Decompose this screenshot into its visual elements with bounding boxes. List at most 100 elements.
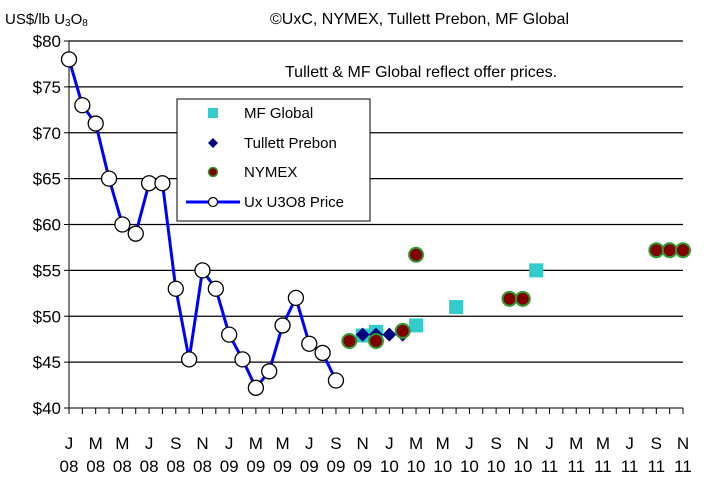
x-tick-labels: J08M08M08J08S08N08J09M09M09J09S09N09J10M… (60, 434, 692, 476)
nymex-point (394, 322, 411, 339)
ux-price-point (327, 372, 345, 389)
ux-price-point (287, 289, 305, 307)
y-tick-label: $55 (33, 261, 61, 280)
y-axis-unit-label: US$/lb U3O8 (5, 11, 88, 29)
x-tick-month: M (89, 434, 103, 453)
y-tick-label: $40 (33, 399, 61, 418)
nymex-point (675, 242, 691, 259)
x-tick-year: 08 (113, 457, 132, 476)
y-tick-label: $65 (33, 170, 61, 189)
x-tick-month: J (225, 434, 234, 453)
x-tick-year: 08 (60, 457, 79, 476)
legend-entry: NYMEX (207, 164, 297, 181)
x-tick-label: J 10 (380, 434, 399, 476)
x-tick-year: 10 (460, 457, 479, 476)
x-tick-label: M 09 (273, 434, 292, 476)
x-tick-month: M (275, 434, 289, 453)
x-tick-month: J (65, 434, 74, 453)
x-tick-label: N 09 (353, 434, 372, 476)
legend-label: Ux U3O8 Price (244, 194, 344, 211)
nymex-point (514, 290, 531, 307)
legend-swatch-nymex (207, 166, 219, 178)
x-tick-label: J 11 (541, 434, 559, 476)
x-tick-month: J (545, 434, 554, 453)
x-tick-year: 09 (273, 457, 292, 476)
x-tick-year: 11 (567, 457, 585, 476)
x-tick-label: M 08 (113, 434, 132, 476)
legend-entry: Ux U3O8 Price (186, 194, 344, 211)
ux-price-point (247, 379, 265, 396)
x-tick-label: M 10 (433, 434, 452, 476)
ux-price-point (127, 225, 144, 242)
mf-global-point (529, 263, 544, 278)
x-tick-label: M 10 (407, 434, 426, 476)
legend-swatch-tullett-prebon (208, 138, 218, 148)
x-tick-month: S (651, 434, 662, 453)
nymex-point (408, 246, 425, 263)
nymex-point (648, 242, 665, 259)
x-tick-month: N (357, 434, 369, 453)
x-tick-label: J 08 (140, 434, 159, 476)
ux-price-point (194, 262, 211, 279)
x-tick-label: J 11 (621, 434, 639, 476)
x-tick-year: 08 (86, 457, 105, 476)
x-tick-year: 09 (326, 457, 345, 476)
x-tick-year: 10 (407, 457, 426, 476)
x-tick-month: J (385, 434, 394, 453)
x-tick-label: N 10 (513, 434, 532, 476)
y-tick-label: $70 (33, 124, 61, 143)
x-tick-month: N (677, 434, 689, 453)
ux-price-point (180, 351, 198, 368)
x-tick-year: 08 (166, 457, 185, 476)
plot-area (60, 51, 691, 396)
legend-entry: MF Global (208, 105, 313, 122)
gridlines (69, 40, 683, 363)
x-tick-year: 10 (433, 457, 452, 476)
x-tick-label: S 08 (166, 434, 185, 476)
x-tick-month: M (115, 434, 129, 453)
x-tick-label: S 11 (647, 434, 665, 476)
x-tick-month: N (517, 434, 529, 453)
ux-price-point (74, 97, 91, 114)
x-tick-year: 11 (621, 457, 639, 476)
nymex-point (661, 242, 678, 259)
x-tick-month: J (465, 434, 474, 453)
ux-price-point (154, 175, 171, 192)
x-tick-year: 09 (353, 457, 372, 476)
annotation-box (278, 56, 688, 86)
ux-price-point (274, 317, 291, 334)
legend-swatch-mf-global (208, 108, 218, 118)
x-tick-year: 08 (193, 457, 212, 476)
ux-price-point (207, 280, 224, 297)
ux-price-point (100, 170, 118, 187)
x-tick-year: 11 (594, 457, 612, 476)
x-tick-year: 09 (300, 457, 319, 476)
legend-swatch-ux-marker (207, 196, 219, 208)
legend-entry: Tullett Prebon (208, 135, 337, 152)
nymex-point (501, 290, 518, 307)
y-tick-label: $80 (33, 32, 61, 51)
x-tick-month: S (330, 434, 341, 453)
x-tick-label: J 08 (60, 434, 79, 476)
x-tick-label: J 09 (300, 434, 319, 476)
x-tick-month: N (196, 434, 208, 453)
y-tick-labels: $40 $45 $50 $55 $60 $65 $70 $75 $80 (33, 32, 61, 418)
x-tick-label: N 11 (674, 434, 692, 476)
x-tick-month: M (249, 434, 263, 453)
x-tick-label: S 10 (487, 434, 506, 476)
x-tick-month: J (145, 434, 154, 453)
x-tick-label: J 09 (220, 434, 239, 476)
x-tick-year: 11 (674, 457, 692, 476)
axes (64, 40, 684, 414)
legend: MF Global Tullett Prebon NYMEX Ux U3O8 Pric… (176, 98, 371, 222)
x-tick-label: S 09 (326, 434, 345, 476)
x-tick-month: M (436, 434, 450, 453)
x-tick-year: 10 (380, 457, 399, 476)
ux-price-point (221, 326, 238, 343)
x-tick-month: J (625, 434, 634, 453)
mf-global-point (449, 300, 464, 315)
ux-price-point (301, 335, 318, 352)
x-tick-year: 09 (246, 457, 265, 476)
x-tick-year: 11 (647, 457, 665, 476)
nymex-point (341, 333, 358, 350)
